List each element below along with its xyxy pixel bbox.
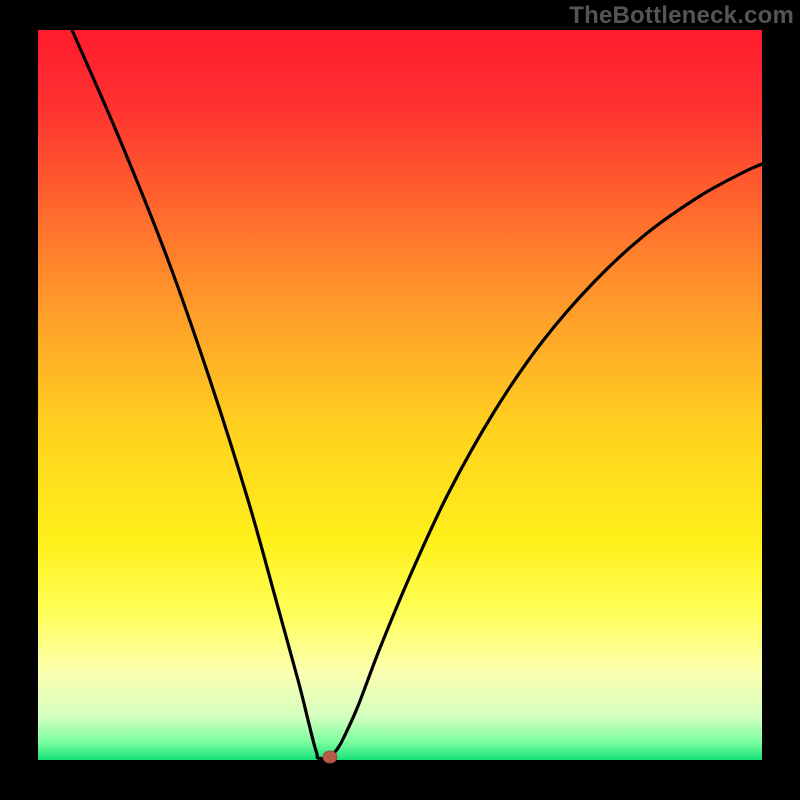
chart-plot-area (38, 30, 762, 760)
optimum-marker (323, 751, 337, 763)
watermark-text: TheBottleneck.com (569, 2, 794, 30)
bottleneck-curve-chart (0, 0, 800, 800)
chart-frame: TheBottleneck.com (0, 0, 800, 800)
